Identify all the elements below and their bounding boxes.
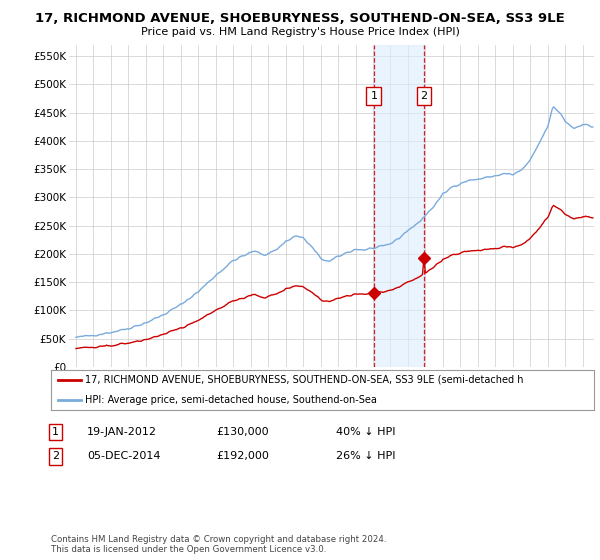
Text: HPI: Average price, semi-detached house, Southend-on-Sea: HPI: Average price, semi-detached house,… [85,395,377,405]
Text: 40% ↓ HPI: 40% ↓ HPI [336,427,395,437]
Text: 17, RICHMOND AVENUE, SHOEBURYNESS, SOUTHEND-ON-SEA, SS3 9LE: 17, RICHMOND AVENUE, SHOEBURYNESS, SOUTH… [35,12,565,25]
Text: £130,000: £130,000 [216,427,269,437]
Text: This data is licensed under the Open Government Licence v3.0.: This data is licensed under the Open Gov… [51,545,326,554]
Text: £192,000: £192,000 [216,451,269,461]
Text: 19-JAN-2012: 19-JAN-2012 [87,427,157,437]
Text: Price paid vs. HM Land Registry's House Price Index (HPI): Price paid vs. HM Land Registry's House … [140,27,460,37]
Text: 17, RICHMOND AVENUE, SHOEBURYNESS, SOUTHEND-ON-SEA, SS3 9LE (semi-detached h: 17, RICHMOND AVENUE, SHOEBURYNESS, SOUTH… [85,375,523,385]
Text: 2: 2 [421,91,428,101]
Text: 2: 2 [52,451,59,461]
Text: 1: 1 [370,91,377,101]
Bar [374,45,424,367]
Text: 05-DEC-2014: 05-DEC-2014 [87,451,161,461]
Text: 1: 1 [52,427,59,437]
Text: 26% ↓ HPI: 26% ↓ HPI [336,451,395,461]
Text: Contains HM Land Registry data © Crown copyright and database right 2024.: Contains HM Land Registry data © Crown c… [51,535,386,544]
